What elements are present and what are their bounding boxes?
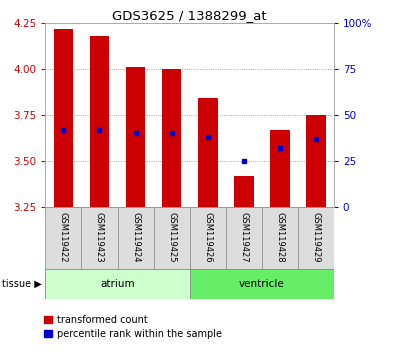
- Bar: [226, 207, 261, 269]
- Bar: [190, 207, 226, 269]
- Text: GSM119423: GSM119423: [95, 212, 104, 263]
- Text: GSM119426: GSM119426: [203, 212, 212, 263]
- Bar: [81, 207, 118, 269]
- Bar: [154, 207, 190, 269]
- Bar: [118, 207, 154, 269]
- Bar: [261, 207, 298, 269]
- Bar: [234, 176, 254, 207]
- Text: GSM119427: GSM119427: [239, 212, 248, 263]
- Bar: [298, 207, 334, 269]
- Bar: [90, 36, 109, 207]
- Text: GSM119424: GSM119424: [131, 212, 140, 263]
- Bar: [198, 98, 218, 207]
- Bar: [45, 207, 81, 269]
- Text: ventricle: ventricle: [239, 279, 284, 289]
- Bar: [270, 130, 290, 207]
- Text: tissue ▶: tissue ▶: [2, 279, 42, 289]
- Text: GSM119428: GSM119428: [275, 212, 284, 263]
- Text: GSM119425: GSM119425: [167, 212, 176, 263]
- Bar: [306, 115, 325, 207]
- Bar: [190, 269, 334, 299]
- Text: GSM119422: GSM119422: [59, 212, 68, 263]
- Bar: [126, 67, 145, 207]
- Text: atrium: atrium: [100, 279, 135, 289]
- Legend: transformed count, percentile rank within the sample: transformed count, percentile rank withi…: [42, 313, 224, 341]
- Bar: [45, 269, 190, 299]
- Title: GDS3625 / 1388299_at: GDS3625 / 1388299_at: [112, 9, 267, 22]
- Text: GSM119429: GSM119429: [311, 212, 320, 263]
- Bar: [54, 29, 73, 207]
- Bar: [162, 69, 181, 207]
